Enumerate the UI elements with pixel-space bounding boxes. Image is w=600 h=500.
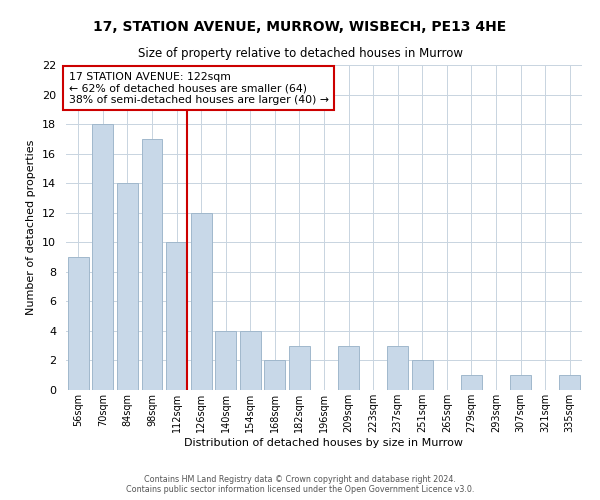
Bar [510, 375, 531, 390]
Bar [338, 346, 359, 390]
Bar [68, 257, 89, 390]
Bar [166, 242, 187, 390]
Bar [117, 183, 138, 390]
Bar [191, 212, 212, 390]
Bar [289, 346, 310, 390]
Bar [142, 139, 163, 390]
Text: Contains HM Land Registry data © Crown copyright and database right 2024.: Contains HM Land Registry data © Crown c… [144, 475, 456, 484]
Y-axis label: Number of detached properties: Number of detached properties [26, 140, 37, 315]
Bar [215, 331, 236, 390]
Bar [559, 375, 580, 390]
Bar [92, 124, 113, 390]
Text: 17 STATION AVENUE: 122sqm
← 62% of detached houses are smaller (64)
38% of semi-: 17 STATION AVENUE: 122sqm ← 62% of detac… [68, 72, 329, 104]
Bar [461, 375, 482, 390]
Bar [387, 346, 408, 390]
Text: Contains public sector information licensed under the Open Government Licence v3: Contains public sector information licen… [126, 485, 474, 494]
Bar [412, 360, 433, 390]
Text: Size of property relative to detached houses in Murrow: Size of property relative to detached ho… [137, 48, 463, 60]
Bar [265, 360, 286, 390]
Text: 17, STATION AVENUE, MURROW, WISBECH, PE13 4HE: 17, STATION AVENUE, MURROW, WISBECH, PE1… [94, 20, 506, 34]
X-axis label: Distribution of detached houses by size in Murrow: Distribution of detached houses by size … [185, 438, 464, 448]
Bar [240, 331, 261, 390]
